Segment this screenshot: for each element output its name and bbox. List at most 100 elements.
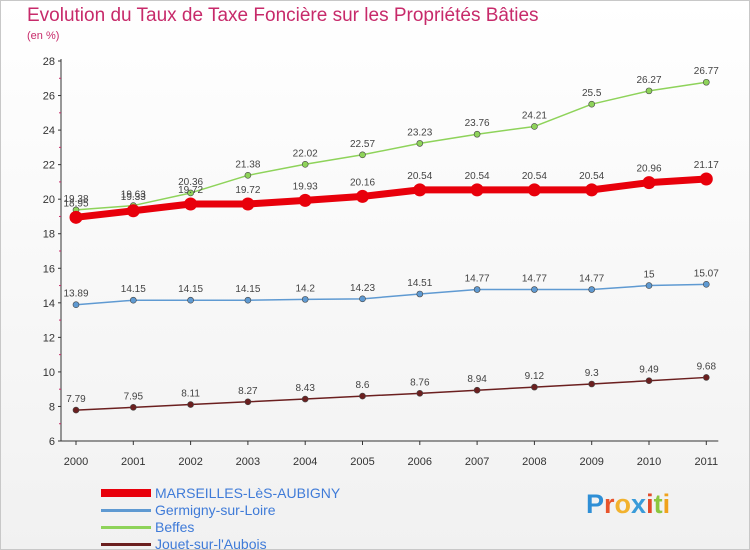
y-tick-label: 10: [43, 367, 55, 379]
data-label: 23.76: [465, 118, 490, 129]
data-point: [359, 295, 366, 303]
data-point: [359, 151, 366, 159]
legend-label: Beffes: [155, 519, 195, 535]
data-point: [588, 380, 596, 388]
logo-letter: o: [614, 489, 632, 519]
series-line: [72, 175, 710, 221]
x-tick-label: 2008: [522, 456, 546, 468]
data-point: [359, 392, 366, 400]
data-label: 15.07: [694, 268, 719, 279]
proxiti-logo: Proxiti: [586, 489, 670, 520]
series-line: [75, 376, 708, 411]
data-point: [645, 282, 653, 289]
data-label: 7.95: [124, 391, 144, 402]
series-line: [75, 283, 708, 306]
data-label: 20.16: [350, 177, 375, 188]
data-point: [416, 140, 424, 147]
y-tick-label: 22: [43, 160, 55, 172]
data-label: 14.77: [522, 274, 547, 285]
series-line: [75, 81, 708, 211]
data-point: [301, 160, 309, 168]
x-tick-label: 2000: [64, 456, 88, 468]
data-point: [72, 406, 80, 414]
data-point: [187, 401, 194, 408]
data-point: [699, 172, 713, 186]
x-tick-label: 2009: [579, 456, 603, 468]
data-point: [413, 183, 427, 197]
data-point: [241, 197, 255, 211]
y-tick-label: 8: [49, 401, 55, 413]
data-point: [72, 301, 80, 309]
legend-label: Jouet-sur-l'Aubois: [155, 536, 267, 550]
data-label: 9.49: [639, 365, 659, 376]
data-point: [130, 296, 137, 304]
data-label: 9.68: [697, 361, 717, 372]
data-label: 19.63: [121, 190, 146, 201]
y-tick-label: 26: [43, 91, 55, 103]
data-point: [187, 189, 194, 197]
data-label: 18.95: [63, 198, 88, 209]
logo-letter: t: [653, 489, 663, 519]
legend-swatch: [101, 543, 151, 546]
legend-swatch: [101, 509, 151, 512]
data-label: 14.77: [465, 274, 490, 285]
data-point: [527, 183, 541, 197]
x-tick-label: 2001: [121, 456, 145, 468]
y-tick-label: 18: [43, 229, 55, 241]
data-label: 19.72: [178, 185, 203, 196]
data-label: 20.54: [465, 171, 490, 182]
data-label: 8.27: [238, 386, 258, 397]
data-point: [470, 183, 484, 197]
x-tick-label: 2004: [293, 456, 317, 468]
data-label: 21.38: [235, 159, 260, 170]
data-label: 26.77: [694, 66, 719, 77]
data-label: 21.17: [694, 160, 719, 171]
y-tick-label: 28: [43, 56, 55, 68]
data-point: [244, 398, 252, 406]
data-point: [645, 87, 653, 95]
chart-title: Evolution du Taux de Taxe Foncière sur l…: [27, 5, 539, 26]
y-tick-label: 16: [43, 263, 55, 275]
data-point: [298, 193, 312, 207]
data-label: 25.5: [582, 88, 602, 99]
data-point: [301, 395, 309, 403]
data-label: 14.15: [235, 284, 260, 295]
data-point: [702, 78, 710, 86]
data-label: 8.11: [181, 389, 200, 400]
legend-label: MARSEILLES-LèS-AUBIGNY: [155, 485, 341, 501]
data-point: [588, 286, 596, 293]
logo-letter: r: [604, 489, 615, 519]
data-label: 9.12: [525, 371, 545, 382]
data-point: [187, 296, 194, 304]
data-label: 8.94: [467, 374, 487, 385]
y-tick-label: 24: [43, 125, 55, 137]
x-tick-label: 2011: [694, 456, 718, 468]
logo-letter: i: [662, 489, 671, 519]
data-point: [531, 286, 538, 293]
data-label: 14.2: [295, 283, 315, 294]
y-tick-label: 14: [43, 298, 55, 310]
data-point: [473, 286, 481, 293]
data-point: [301, 296, 309, 303]
data-point: [473, 130, 481, 138]
data-label: 14.51: [407, 278, 432, 289]
data-label: 19.33: [121, 192, 146, 203]
data-label: 20.96: [636, 164, 661, 175]
data-label: 20.54: [522, 171, 547, 182]
logo-letter: i: [646, 489, 654, 519]
data-point: [588, 100, 596, 108]
legend-swatch: [101, 489, 151, 497]
x-tick-label: 2003: [236, 456, 260, 468]
data-point: [585, 183, 599, 197]
data-point: [702, 374, 710, 381]
data-label: 9.3: [585, 368, 599, 379]
data-point: [642, 176, 656, 190]
data-point: [184, 197, 198, 211]
data-label: 14.15: [121, 284, 146, 295]
data-point: [244, 296, 252, 304]
legend-label: Germigny-sur-Loire: [155, 502, 276, 518]
data-point: [531, 123, 538, 130]
data-label: 20.54: [579, 171, 604, 182]
x-tick-label: 2002: [178, 456, 202, 468]
